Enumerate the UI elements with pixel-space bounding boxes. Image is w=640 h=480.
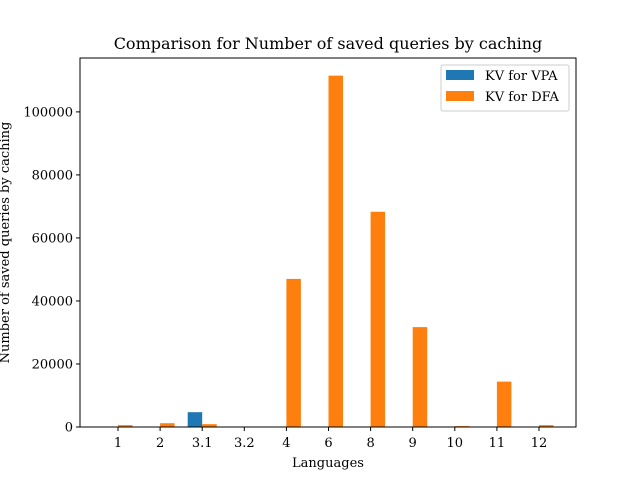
x-tick-label-8: 8 [366, 436, 374, 451]
bar-dfa-9 [412, 327, 428, 427]
x-axis-label: Languages [292, 456, 364, 471]
bar-dfa-8 [370, 211, 386, 427]
legend-swatch-dfa [446, 91, 474, 101]
bar-dfa-4 [286, 278, 301, 427]
x-axis-ticks: 1 2 3.1 3.2 4 6 8 9 10 11 12 [114, 427, 547, 451]
legend-label-vpa: KV for VPA [485, 69, 558, 84]
legend-label-dfa: KV for DFA [485, 90, 560, 105]
bar-dfa-1 [118, 425, 133, 427]
y-tick-label-60000: 60000 [32, 231, 73, 246]
legend: KV for VPA KV for DFA [440, 64, 570, 112]
x-tick-label-10: 10 [447, 436, 464, 451]
x-tick-label-11: 11 [489, 436, 506, 451]
chart-title: Comparison for Number of saved queries b… [114, 34, 543, 53]
x-tick-label-12: 12 [531, 436, 548, 451]
bar-dfa-3.1 [202, 424, 217, 427]
y-tick-label-20000: 20000 [32, 357, 73, 372]
x-tick-label-4: 4 [282, 436, 290, 451]
bar-dfa-11 [496, 381, 512, 427]
bar-vpa-3.1 [187, 412, 203, 427]
y-axis-ticks: 0 20000 40000 60000 80000 100000 [23, 105, 80, 436]
y-tick-label-80000: 80000 [32, 168, 73, 183]
bar-dfa-2 [160, 423, 175, 427]
bar-dfa-12 [539, 425, 554, 427]
y-tick-label-0: 0 [65, 421, 73, 436]
x-tick-label-3.2: 3.2 [234, 436, 255, 451]
plot-frame [79, 57, 577, 428]
x-tick-label-3.1: 3.1 [192, 436, 213, 451]
x-tick-label-9: 9 [409, 436, 417, 451]
x-tick-label-1: 1 [114, 436, 122, 451]
y-tick-label-40000: 40000 [32, 294, 73, 309]
y-tick-label-100000: 100000 [23, 105, 73, 120]
legend-swatch-vpa [446, 70, 474, 80]
x-tick-label-6: 6 [324, 436, 332, 451]
x-tick-label-2: 2 [156, 436, 164, 451]
y-axis-label: Number of saved queries by caching [0, 122, 13, 364]
bars-group [118, 75, 554, 427]
bar-dfa-6 [328, 75, 343, 427]
